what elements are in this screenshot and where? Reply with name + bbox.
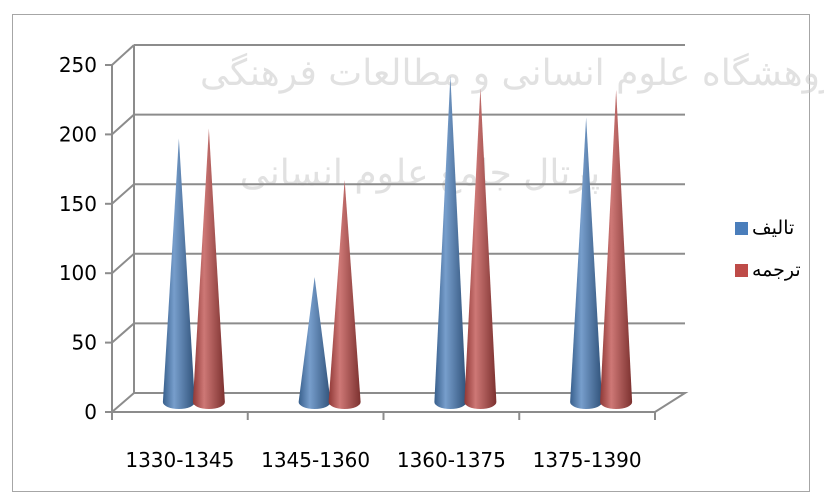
gridline-side — [111, 44, 135, 66]
legend-swatch — [735, 222, 748, 235]
gridline-side — [111, 113, 135, 136]
gridline-side — [111, 183, 135, 205]
y-tick-label: 0 — [84, 400, 97, 424]
cone-body — [434, 75, 467, 409]
chart-frame — [12, 14, 810, 492]
legend-swatch — [735, 264, 748, 277]
cone-body — [600, 89, 633, 409]
cone-1-1 — [162, 138, 195, 409]
y-axis-ticks: 0 50 100 150 200 250 — [59, 53, 112, 424]
watermark: پژوهشگاه علوم انسانی و مطالعات فرهنگی پر… — [200, 52, 824, 194]
y-tick-label: 150 — [59, 192, 97, 216]
x-tick-label: 1375-1390 — [533, 448, 642, 472]
y-tick-label: 100 — [59, 261, 97, 285]
y-tick-label: 200 — [59, 122, 97, 146]
cone-1-3 — [434, 75, 467, 409]
legend-item-2: ترجمه — [735, 259, 801, 281]
cone-body — [192, 128, 225, 409]
x-axis-ticks: 1330-1345 1345-1360 1360-1375 1375-1390 — [111, 412, 656, 472]
y-tick-label: 50 — [72, 331, 97, 355]
cone-body — [298, 277, 331, 409]
cone-1-2 — [298, 277, 331, 409]
x-tick-label: 1330-1345 — [125, 448, 234, 472]
cone-body — [162, 138, 195, 409]
floor — [109, 392, 689, 413]
x-tick-label: 1345-1360 — [261, 448, 370, 472]
legend: تالیف ترجمه — [735, 217, 801, 281]
cone-2-2 — [328, 179, 361, 409]
cone-body — [570, 117, 603, 410]
cone-2-1 — [192, 128, 225, 409]
watermark-line-2: پرتال جامع علوم انسانی — [240, 153, 600, 194]
legend-label: تالیف — [752, 217, 794, 239]
legend-item-1: تالیف — [735, 217, 794, 239]
x-tick-label: 1360-1375 — [397, 448, 506, 472]
cone-body — [464, 88, 497, 409]
y-tick-label: 250 — [59, 53, 97, 77]
cone-1-4 — [570, 117, 603, 410]
cone-body — [328, 179, 361, 409]
cone-2-4 — [600, 89, 633, 409]
watermark-line-1: پژوهشگاه علوم انسانی و مطالعات فرهنگی — [200, 52, 824, 94]
gridline-side — [111, 253, 135, 274]
gridline-side — [111, 322, 135, 344]
cone-2-3 — [464, 88, 497, 409]
cone-series — [162, 75, 633, 410]
legend-label: ترجمه — [752, 259, 801, 281]
